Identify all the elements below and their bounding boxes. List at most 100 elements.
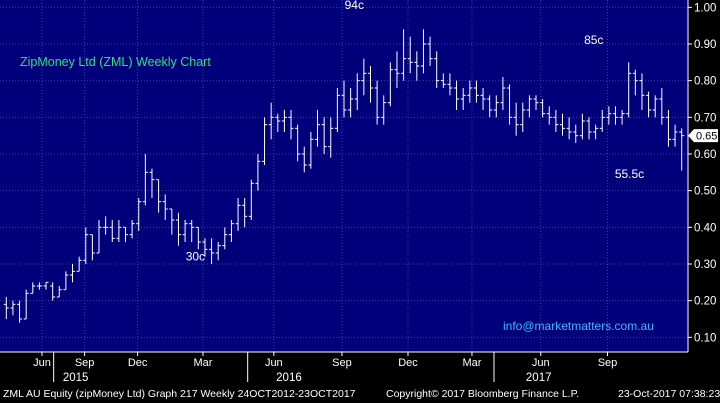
ohlc-bar xyxy=(381,95,387,125)
ohlc-bar xyxy=(546,106,552,125)
ohlc-bar xyxy=(116,220,122,242)
ohlc-bar xyxy=(374,80,380,125)
ohlc-bar xyxy=(414,51,420,81)
ohlc-bar xyxy=(3,297,9,319)
ohlc-bar xyxy=(566,117,572,140)
ohlc-bar xyxy=(242,198,248,228)
ohlc-bar xyxy=(109,220,115,242)
ohlc-bar xyxy=(209,238,215,264)
ohlc-bar xyxy=(612,106,618,125)
ohlc-bar xyxy=(626,62,632,118)
ohlc-bar xyxy=(619,110,625,125)
plot-background xyxy=(0,0,688,352)
ohlc-bar xyxy=(169,208,175,235)
ohlc-bar xyxy=(454,80,460,110)
ohlc-bar xyxy=(195,226,201,250)
ohlc-bar xyxy=(162,194,168,220)
ohlc-bar xyxy=(500,77,506,110)
x-tick-label: Jun xyxy=(532,357,550,369)
y-tick-label: 1.00 xyxy=(694,2,716,14)
ohlc-bar xyxy=(281,110,287,132)
ohlc-bar xyxy=(50,282,56,301)
x-tick-label: Sep xyxy=(332,357,352,369)
footer-copyright: Copyright© 2017 Bloomberg Finance L.P. xyxy=(386,388,580,400)
year-label: 2016 xyxy=(276,372,302,384)
x-tick-label: Jun xyxy=(265,357,283,369)
ohlc-bar xyxy=(659,88,665,125)
ohlc-bar xyxy=(122,226,128,242)
year-label: 2015 xyxy=(63,372,89,384)
ohlc-bar xyxy=(354,73,360,110)
y-tick-label: 0.20 xyxy=(694,296,716,308)
ohlc-bar xyxy=(573,124,579,143)
x-tick-label: Sep xyxy=(75,357,95,369)
ohlc-bar xyxy=(142,154,148,206)
footer-bar: ZML AU Equity (zipMoney Ltd) Graph 217 W… xyxy=(0,385,720,403)
chart-title: ZipMoney Ltd (ZML) Weekly Chart xyxy=(20,55,211,69)
ohlc-bar xyxy=(36,282,42,290)
ohlc-bar xyxy=(83,227,89,264)
x-axis: Jun Sep Dec Mar Jun Sep Dec Mar Jun Sep 2015 2016 20… xyxy=(0,351,688,384)
grid-lines xyxy=(0,0,688,352)
last-price-marker: 0.65 xyxy=(688,129,718,143)
annotations: 94c 30c 85c 55.5c xyxy=(186,0,644,263)
ohlc-bar xyxy=(235,198,241,231)
ohlc-bar xyxy=(328,117,334,158)
ohlc-bar xyxy=(579,113,585,140)
ohlc-bar xyxy=(606,106,612,125)
ohlc-bar xyxy=(513,102,519,136)
ohlc-bar xyxy=(275,113,281,132)
ohlc-bar xyxy=(255,154,261,191)
ohlc-bar xyxy=(553,110,559,132)
ohlc-bar xyxy=(420,29,426,74)
ohlc-bar xyxy=(215,242,221,261)
axis-background xyxy=(688,0,720,385)
ohlc-bar xyxy=(440,73,446,88)
watermark: info@marketmatters.com.au xyxy=(503,319,654,333)
x-tick-label: Mar xyxy=(462,357,481,369)
ohlc-bar xyxy=(136,198,142,231)
x-tick-label: Dec xyxy=(398,357,418,369)
ohlc-bar xyxy=(76,256,82,272)
ohlc-bar xyxy=(334,88,340,132)
ohlc-bar xyxy=(348,88,354,118)
ohlc-bar xyxy=(202,238,208,257)
x-tick-label: Mar xyxy=(193,357,212,369)
y-tick-label: 0.10 xyxy=(694,332,716,344)
x-tick-label: Dec xyxy=(128,357,148,369)
x-tick-label: Jun xyxy=(33,357,51,369)
ohlc-bar xyxy=(189,220,195,242)
ohlc-bar xyxy=(593,124,599,140)
ohlc-bar xyxy=(295,124,301,162)
ohlc-bar xyxy=(156,179,162,213)
y-tick-label: 0.40 xyxy=(694,222,716,234)
ohlc-bar xyxy=(401,29,407,81)
ohlc-bar xyxy=(507,84,513,125)
x-tick-label: Sep xyxy=(598,357,618,369)
ohlc-bar xyxy=(308,132,314,169)
ohlc-bar xyxy=(149,168,155,198)
ohlc-bar xyxy=(103,216,109,235)
ohlc-bar xyxy=(665,110,671,147)
y-tick-label: 0.60 xyxy=(694,149,716,161)
ohlc-bar xyxy=(228,220,234,242)
ohlc-bar xyxy=(268,102,274,140)
y-tick-label: 0.50 xyxy=(694,186,716,198)
ohlc-bar xyxy=(89,234,95,261)
annotation-label: 30c xyxy=(186,249,205,263)
annotation-label: 85c xyxy=(584,33,603,47)
last-price-label: 0.65 xyxy=(696,131,717,143)
ohlc-bar xyxy=(480,88,486,110)
ohlc-bar xyxy=(70,264,76,283)
y-tick-label: 0.80 xyxy=(694,76,716,88)
y-tick-label: 0.70 xyxy=(694,112,716,124)
ohlc-bar xyxy=(23,289,29,320)
ohlc-bar xyxy=(460,88,466,110)
ohlc-bar xyxy=(394,51,400,88)
ohlc-bar xyxy=(672,124,678,147)
ohlc-bar xyxy=(361,58,367,96)
ohlc-bar xyxy=(473,80,479,103)
ohlc-bar xyxy=(427,36,433,66)
ohlc-bar xyxy=(493,95,499,118)
ohlc-bar xyxy=(262,117,268,165)
